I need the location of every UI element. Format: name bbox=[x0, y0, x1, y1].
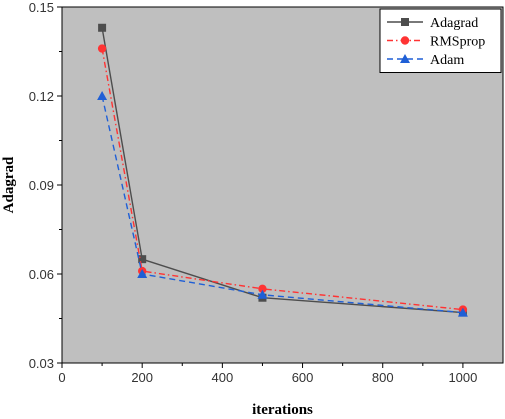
y-tick-label: 0.15 bbox=[29, 0, 54, 15]
legend-marker bbox=[400, 54, 410, 63]
y-axis-title: Adagrad bbox=[1, 156, 17, 213]
data-point bbox=[138, 255, 147, 264]
data-point bbox=[258, 284, 267, 294]
x-axis-title: iterations bbox=[252, 402, 313, 418]
data-point bbox=[98, 23, 107, 32]
legend-item: RMSprop bbox=[387, 35, 485, 50]
x-tick-label: 400 bbox=[212, 370, 234, 385]
legend-item: Adagrad bbox=[387, 16, 478, 31]
series-adam bbox=[97, 91, 468, 317]
legend: Adagrad RMSprop Adam bbox=[379, 8, 502, 73]
chart-axes: 0 200 400 600 800 1000 0.03 0.06 0.09 0.12 0.15 bbox=[29, 0, 504, 385]
y-tick-label: 0.12 bbox=[29, 89, 54, 104]
y-tick-label: 0.03 bbox=[29, 356, 54, 371]
data-point bbox=[257, 289, 268, 299]
series-line-adam bbox=[101, 95, 463, 314]
series-line-rmsprop bbox=[101, 48, 463, 311]
data-point bbox=[97, 44, 107, 53]
legend-box bbox=[379, 8, 502, 73]
legend-label: RMSprop bbox=[430, 35, 485, 50]
legend-label: Adam bbox=[430, 53, 464, 68]
x-tick-label: 600 bbox=[292, 370, 314, 385]
series-line-adagrad bbox=[101, 27, 463, 314]
x-tick-label: 800 bbox=[372, 370, 394, 385]
x-tick-label: 1000 bbox=[448, 370, 477, 385]
data-point bbox=[137, 269, 148, 278]
legend-label: Adagrad bbox=[430, 16, 478, 31]
y-tick-label: 0.09 bbox=[29, 178, 54, 193]
data-point bbox=[97, 91, 108, 100]
legend-marker bbox=[401, 18, 409, 26]
y-tick-label: 0.06 bbox=[29, 267, 54, 282]
x-tick-label: 0 bbox=[58, 370, 65, 385]
x-tick-label: 200 bbox=[131, 370, 153, 385]
chart-marks bbox=[97, 23, 468, 317]
legend-item: Adam bbox=[387, 53, 464, 68]
data-point bbox=[457, 307, 468, 317]
legend-marker bbox=[400, 36, 410, 45]
